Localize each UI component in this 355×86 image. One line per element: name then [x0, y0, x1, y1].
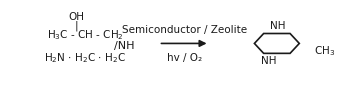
- Text: H$_3$C - CH - CH$_2$: H$_3$C - CH - CH$_2$: [47, 29, 124, 42]
- Text: NH: NH: [270, 21, 285, 31]
- Text: NH: NH: [261, 56, 277, 66]
- Text: Semiconductor / Zeolite: Semiconductor / Zeolite: [121, 25, 247, 35]
- Text: |: |: [75, 20, 79, 31]
- Text: hv / O₂: hv / O₂: [166, 53, 202, 63]
- Text: OH: OH: [69, 12, 85, 22]
- Text: /NH: /NH: [114, 41, 135, 51]
- Text: H$_2$N $\cdot$ H$_2$C $\cdot$ H$_2$C: H$_2$N $\cdot$ H$_2$C $\cdot$ H$_2$C: [44, 51, 126, 65]
- Text: CH$_3$: CH$_3$: [315, 44, 335, 58]
